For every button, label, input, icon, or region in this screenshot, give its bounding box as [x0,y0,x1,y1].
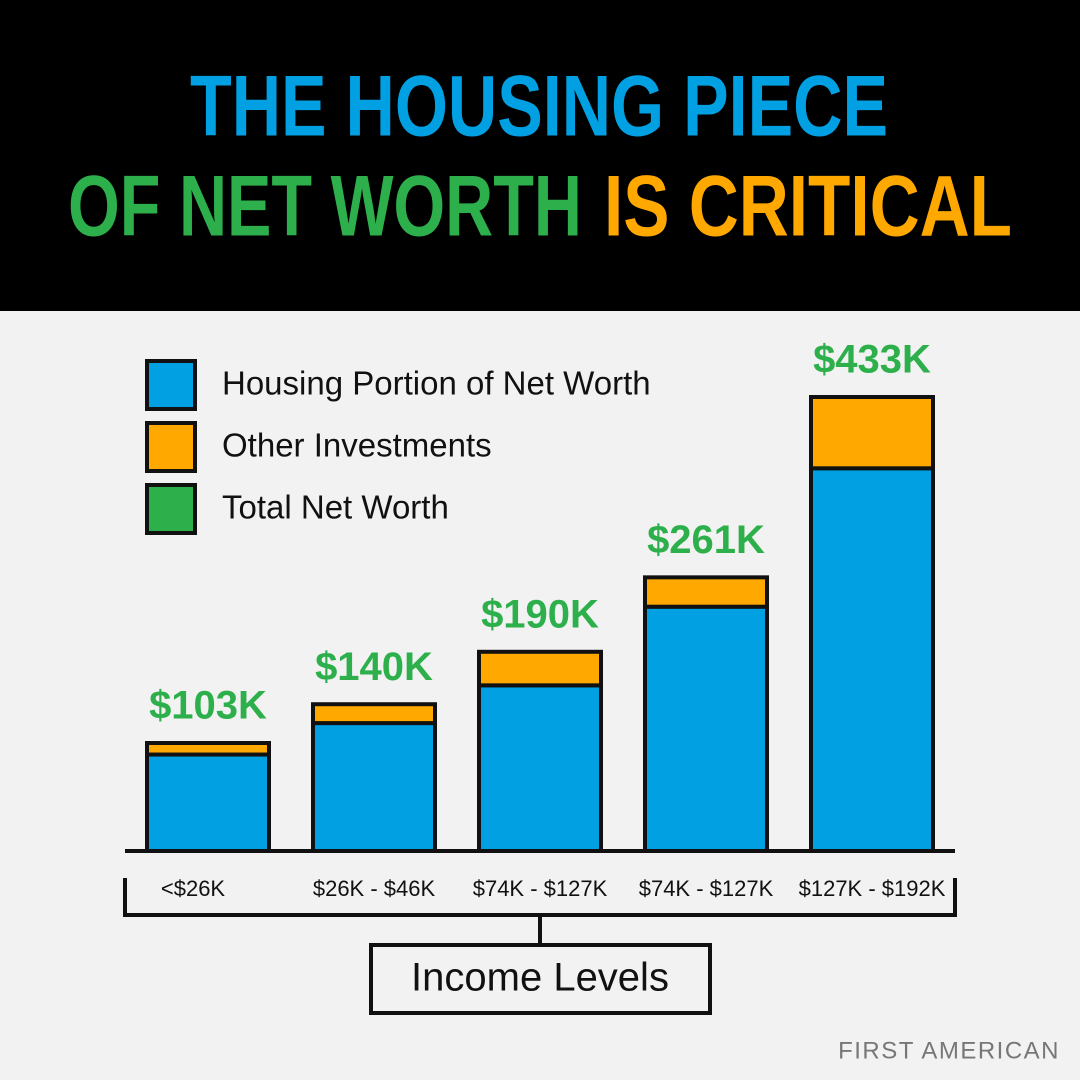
bar-segment [311,721,437,853]
total-label: $190K [481,592,599,636]
total-label: $140K [315,645,433,689]
legend-label: Other Investments [222,427,492,464]
bar-segment [809,395,935,471]
x-tick-label: $26K - $46K [313,876,436,901]
legend-swatch [145,359,197,411]
x-tick-label: $127K - $192K [799,876,946,901]
bar-segment [145,741,271,757]
xlabel-box [369,943,712,1015]
title-line: THE HOUSING PIECE [190,59,888,155]
header-band [0,0,1080,311]
bar-segment [643,604,769,853]
bar-segment [643,575,769,609]
x-tick-label: $74K - $127K [639,876,774,901]
x-tick-label: $74K - $127K [473,876,608,901]
total-label: $433K [813,338,931,382]
bar-segment [809,466,935,853]
x-tick-label: <$26K [161,876,226,901]
title-line: IS CRITICAL [604,159,1012,255]
legend-label: Housing Portion of Net Worth [222,365,651,402]
x-bracket [123,878,957,1015]
bar-segment [145,752,271,853]
legend-label: Total Net Worth [222,489,449,526]
bar-segment [477,683,603,853]
legend-swatch [145,421,197,473]
bar-segment [477,649,603,688]
bar-segment [311,702,437,726]
bracket-lines [123,878,957,945]
legend-swatch [145,483,197,535]
x-axis-label: Income Levels [411,956,669,1000]
title-line: OF NET WORTH [68,159,582,255]
total-label: $103K [149,684,267,728]
source: FIRST AMERICAN [838,1037,1060,1064]
total-label: $261K [647,518,765,562]
